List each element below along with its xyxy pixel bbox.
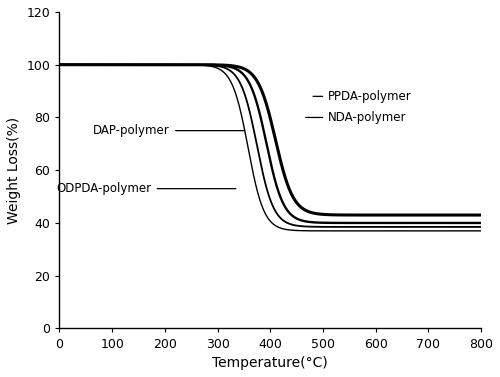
Text: NDA-polymer: NDA-polymer <box>306 111 406 124</box>
Text: DAP-polymer: DAP-polymer <box>94 124 245 137</box>
Text: ODPDA-polymer: ODPDA-polymer <box>56 182 236 195</box>
Y-axis label: Weight Loss(%): Weight Loss(%) <box>7 116 21 224</box>
X-axis label: Temperature(°C): Temperature(°C) <box>212 356 328 370</box>
Text: PPDA-polymer: PPDA-polymer <box>313 90 412 103</box>
